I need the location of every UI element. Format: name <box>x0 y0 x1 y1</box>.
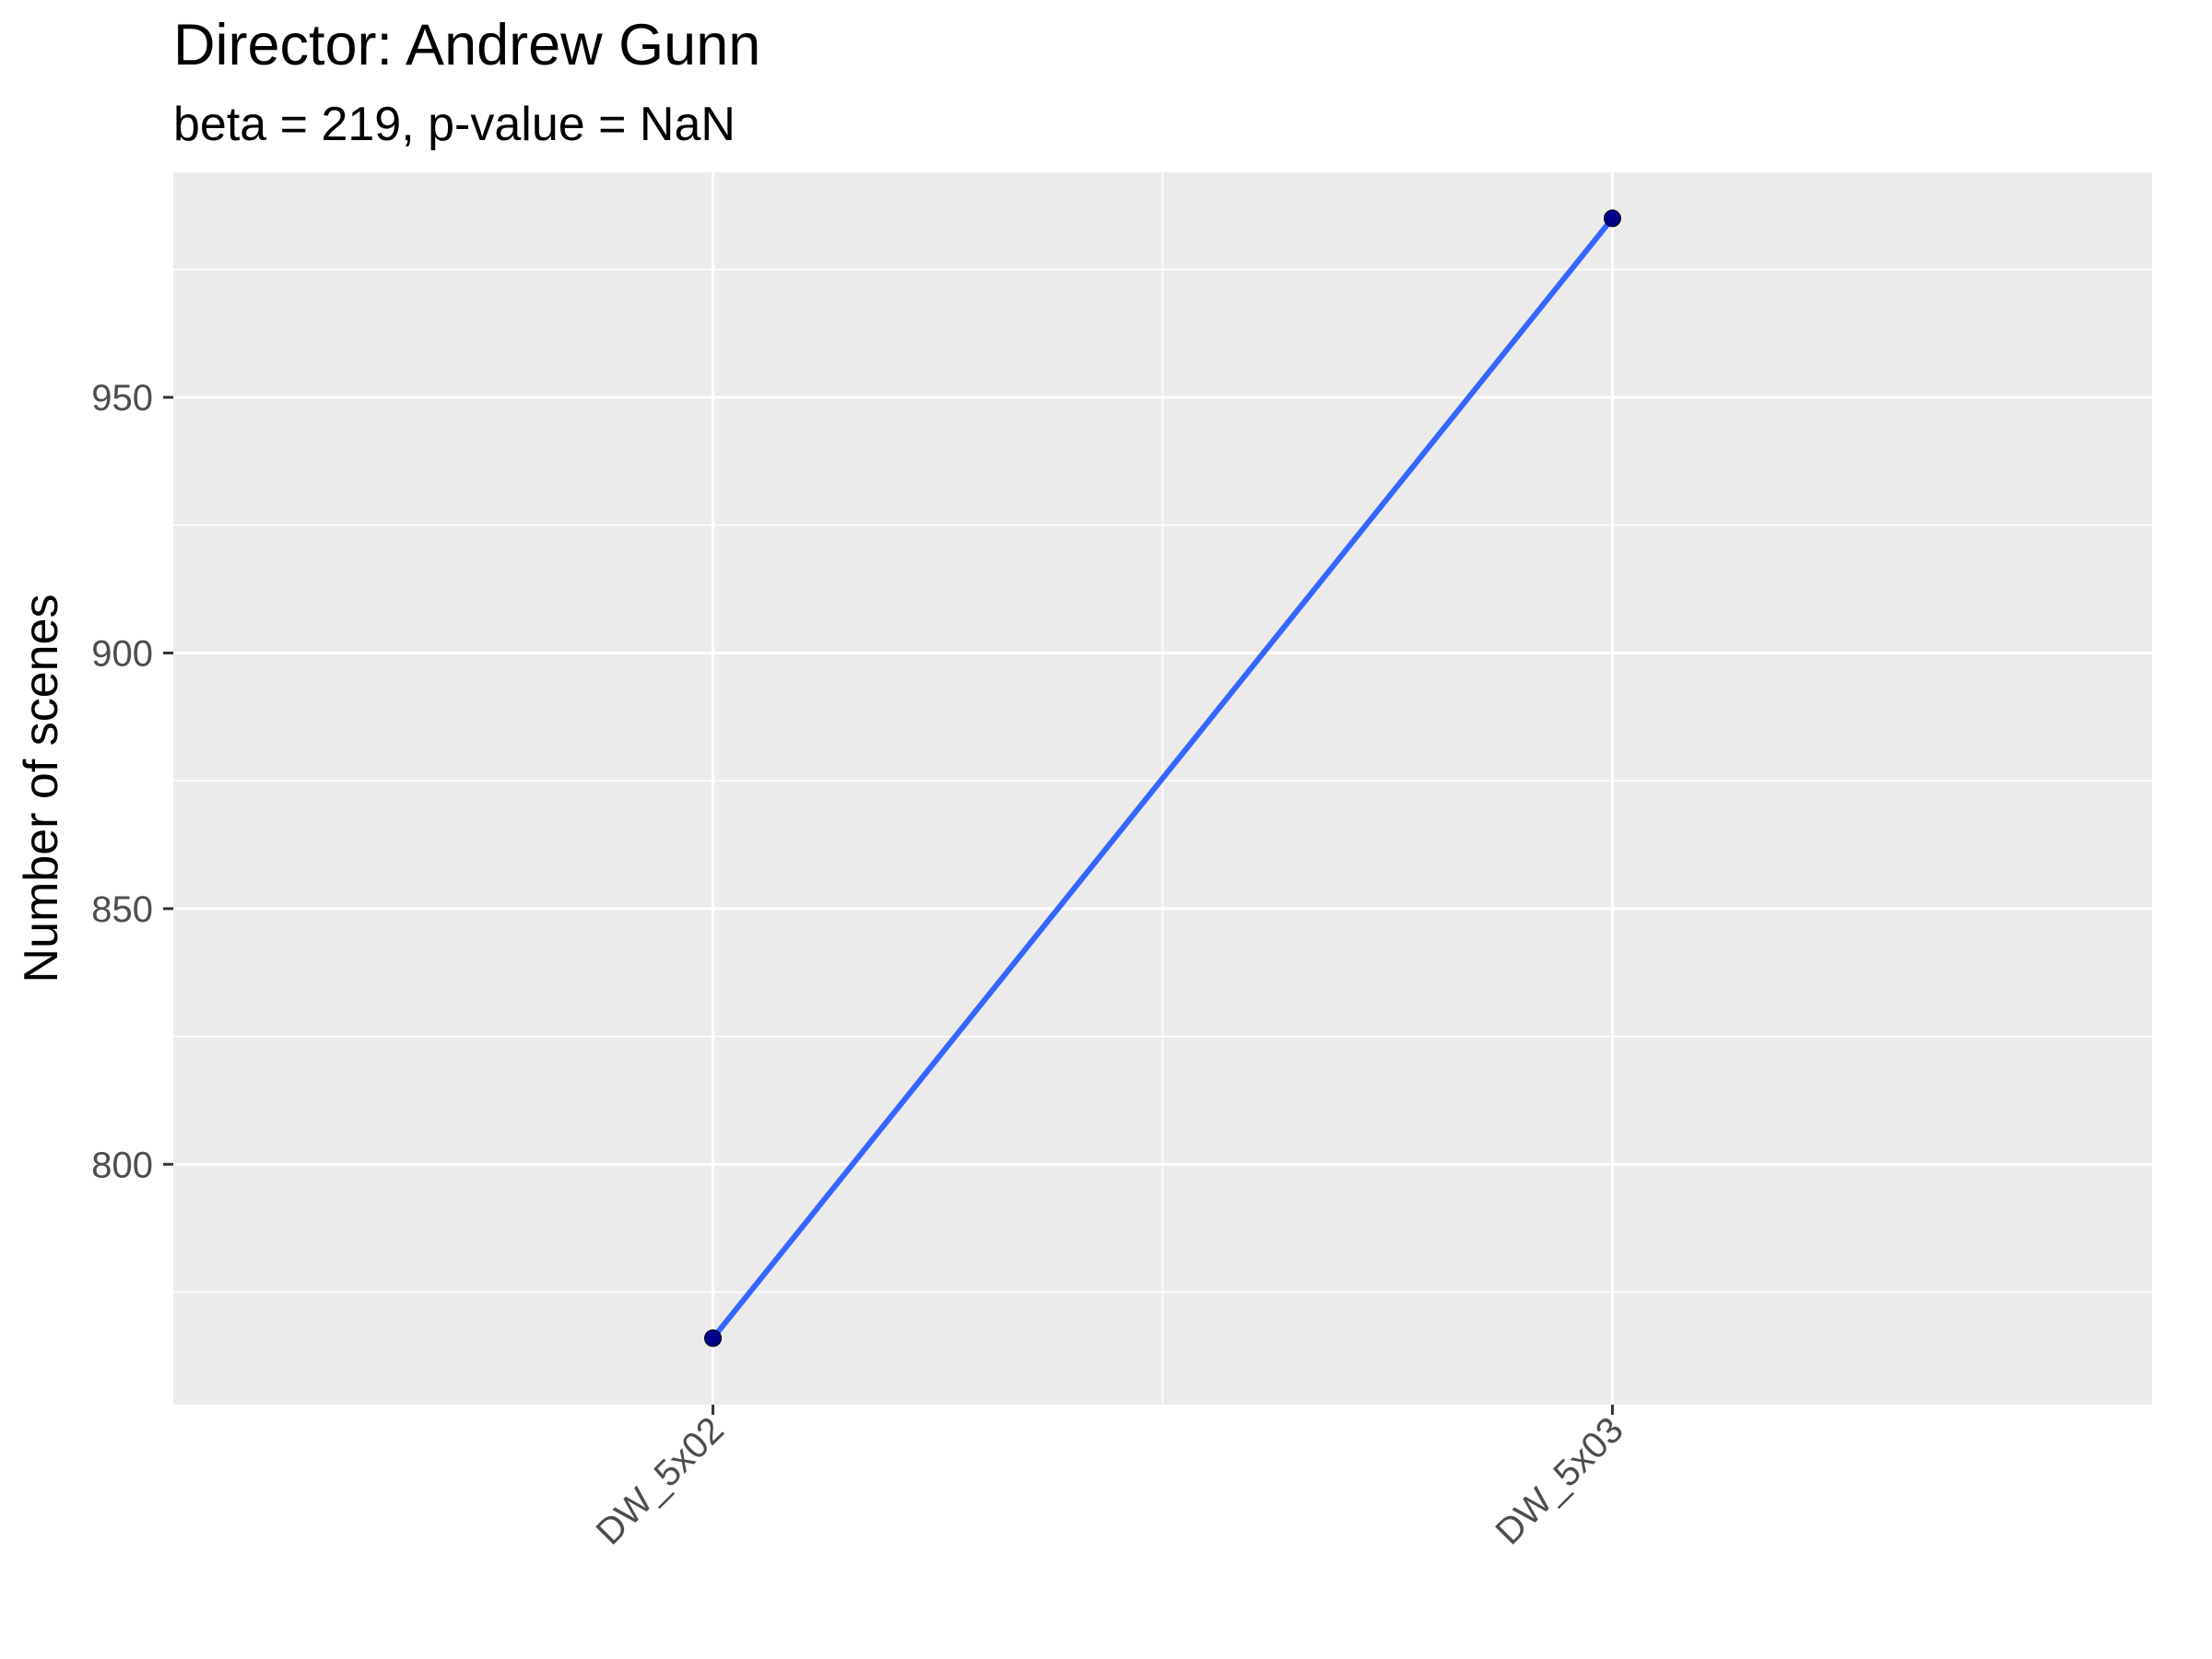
y-axis-title: Number of scenes <box>15 594 68 983</box>
y-tick-label: 900 <box>91 633 153 674</box>
major-gridlines <box>173 172 2152 1405</box>
y-axis: 800 850 900 950 <box>91 378 173 1185</box>
data-point <box>704 1329 723 1347</box>
series-layer <box>711 217 1615 1340</box>
series-line <box>711 217 1615 1340</box>
x-tick-label: DW_5x02 <box>589 1409 732 1552</box>
points-layer <box>704 209 1621 1347</box>
data-point <box>1603 209 1621 228</box>
y-tick-label: 850 <box>91 889 153 930</box>
x-tick-label: DW_5x03 <box>1488 1409 1631 1552</box>
y-tick-label: 800 <box>91 1145 153 1185</box>
y-tick-label: 950 <box>91 378 153 418</box>
chart-subtitle: beta = 219, p-value = NaN <box>173 98 735 151</box>
chart-title: Director: Andrew Gunn <box>173 13 760 77</box>
x-axis: DW_5x02 DW_5x03 <box>589 1405 1631 1553</box>
